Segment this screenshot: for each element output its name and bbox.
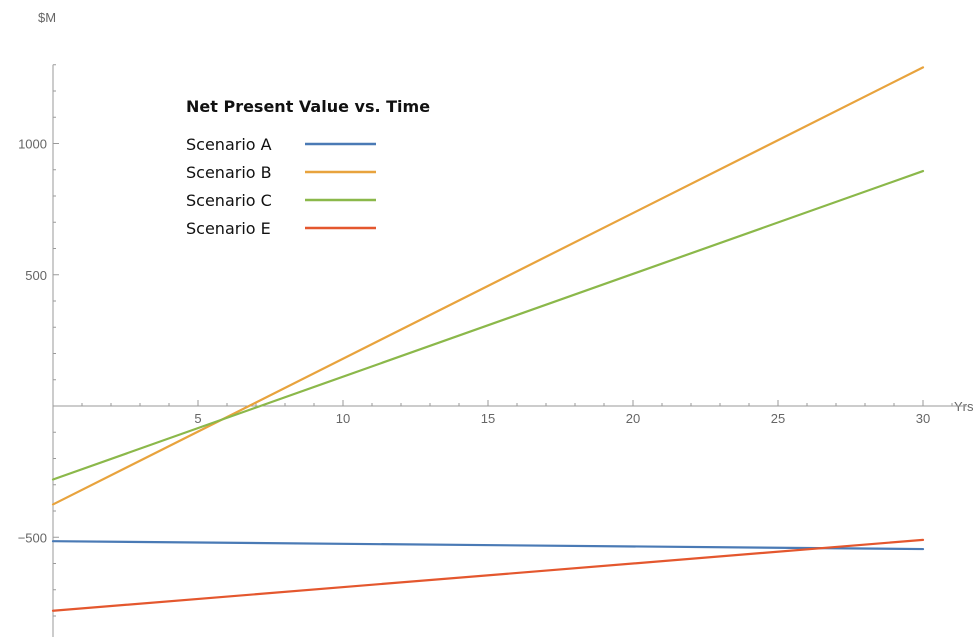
series-line-scenario-a [51, 540, 925, 551]
y-tick-label: 1000 [18, 137, 47, 152]
x-tick-label: 10 [336, 411, 350, 426]
legend-label: Scenario A [186, 135, 272, 154]
legend-label: Scenario C [186, 191, 272, 210]
series-line-scenario-e [51, 538, 925, 612]
legend-label: Scenario E [186, 219, 271, 238]
y-axis-label: $M [38, 10, 56, 25]
legend-label: Scenario B [186, 163, 272, 182]
x-tick-label: 20 [626, 411, 640, 426]
x-tick-label: 5 [194, 411, 201, 426]
series-line-scenario-c [51, 169, 925, 481]
y-tick-label: 500 [25, 268, 47, 283]
chart-title: Net Present Value vs. Time [186, 97, 430, 116]
x-tick-label: 30 [916, 411, 930, 426]
legend: Net Present Value vs. Time Scenario A Sce… [186, 97, 430, 238]
y-tick-label: −500 [18, 530, 47, 545]
series-line-scenario-b [51, 66, 925, 506]
axes: 5 10 15 20 25 30 −500 500 1000 [18, 64, 967, 637]
x-tick-label: 15 [481, 411, 495, 426]
series-lines [51, 66, 925, 612]
x-tick-label: 25 [771, 411, 785, 426]
